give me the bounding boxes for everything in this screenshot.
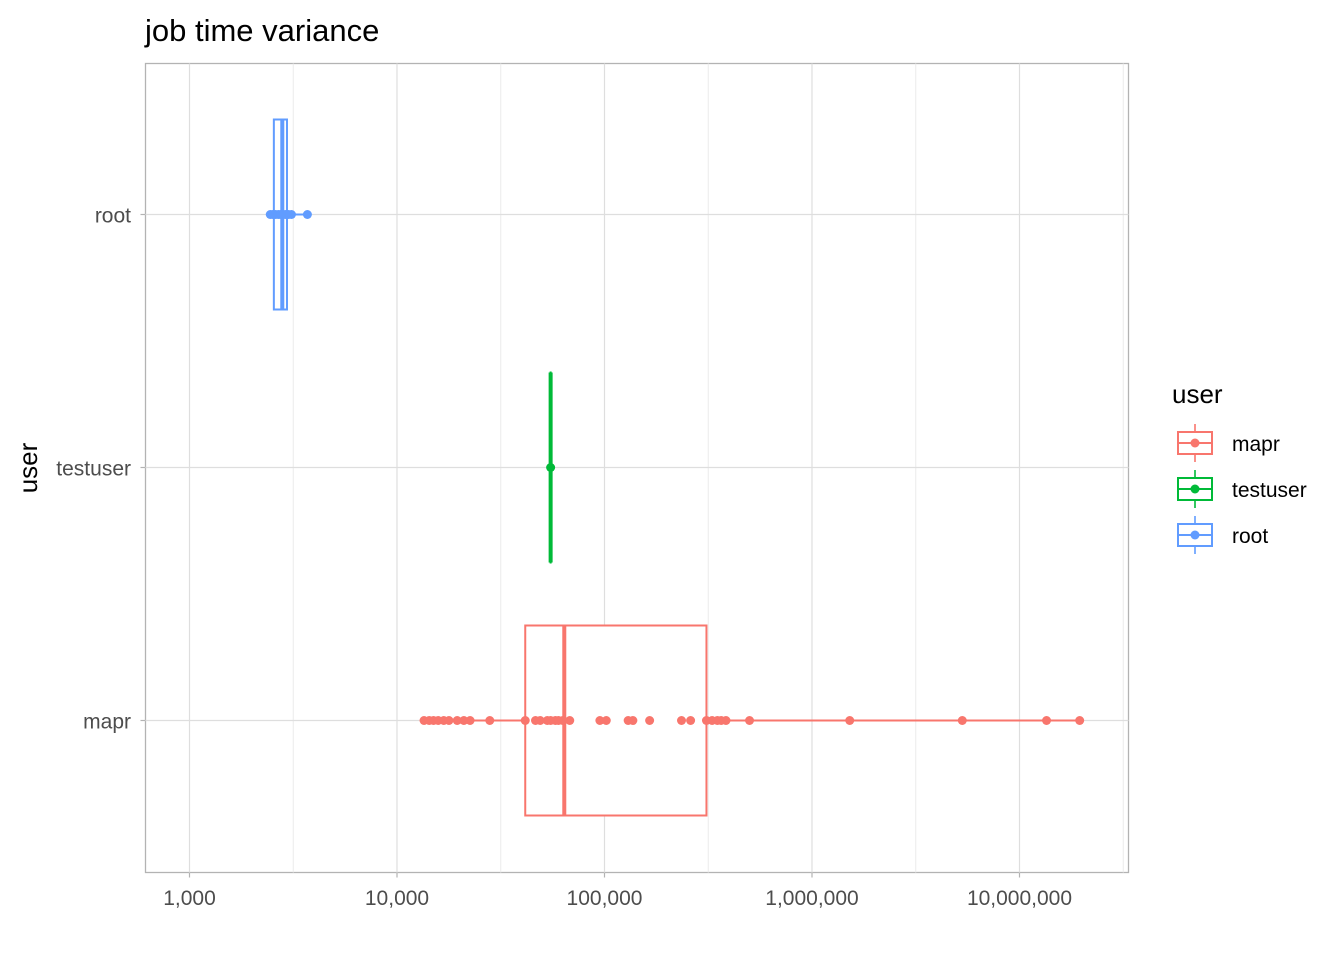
boxplot-root: [265, 118, 312, 311]
legend-label: mapr: [1232, 433, 1280, 456]
data-point: [845, 716, 855, 725]
data-point: [459, 716, 469, 725]
data-point: [565, 716, 575, 725]
data-point: [721, 716, 731, 725]
legend-item-testuser: testuser: [1177, 470, 1307, 508]
data-point: [1042, 716, 1052, 725]
x-tick-label: 1,000,000: [765, 887, 858, 910]
x-tick-label: 10,000,000: [967, 887, 1072, 910]
data-point: [1075, 716, 1085, 725]
legend-title: user: [1172, 379, 1223, 409]
legend-label: testuser: [1232, 479, 1307, 502]
legend: user mapr testuser root: [1172, 379, 1307, 554]
legend-label: root: [1232, 525, 1268, 548]
data-point: [452, 716, 462, 725]
chart-title: job time variance: [144, 13, 379, 48]
data-point: [465, 716, 475, 725]
y-tick-label-root: root: [95, 205, 131, 228]
data-point: [957, 716, 967, 725]
legend-key-point: [1190, 438, 1200, 448]
legend-item-root: root: [1177, 516, 1268, 554]
data-point: [601, 716, 611, 725]
y-tick-label-mapr: mapr: [83, 711, 131, 734]
legend-key-point: [1190, 530, 1200, 540]
y-tick-label-testuser: testuser: [56, 458, 131, 481]
data-point: [558, 716, 568, 725]
data-point: [628, 716, 638, 725]
data-point: [676, 716, 686, 725]
data-point: [302, 210, 312, 219]
data-point: [745, 716, 755, 725]
data-point: [595, 716, 605, 725]
x-tick-label: 10,000: [365, 887, 429, 910]
x-tick-label: 1,000: [163, 887, 216, 910]
legend-item-mapr: mapr: [1177, 424, 1280, 462]
data-point: [686, 716, 696, 725]
data-point: [485, 716, 495, 725]
data-layer: [265, 118, 1085, 817]
data-point: [286, 210, 296, 219]
legend-key-point: [1190, 484, 1200, 494]
data-point: [520, 716, 530, 725]
axis-labels: 1,000 10,000 100,000 1,000,000 10,000,000 map…: [56, 205, 1072, 911]
boxplot-testuser: [546, 371, 556, 564]
boxplot-mapr: [419, 624, 1085, 817]
data-point: [444, 716, 454, 725]
data-point: [645, 716, 655, 725]
data-point: [535, 716, 545, 725]
x-tick-label: 100,000: [567, 887, 643, 910]
y-axis-title: user: [13, 442, 43, 493]
data-point: [546, 463, 556, 472]
